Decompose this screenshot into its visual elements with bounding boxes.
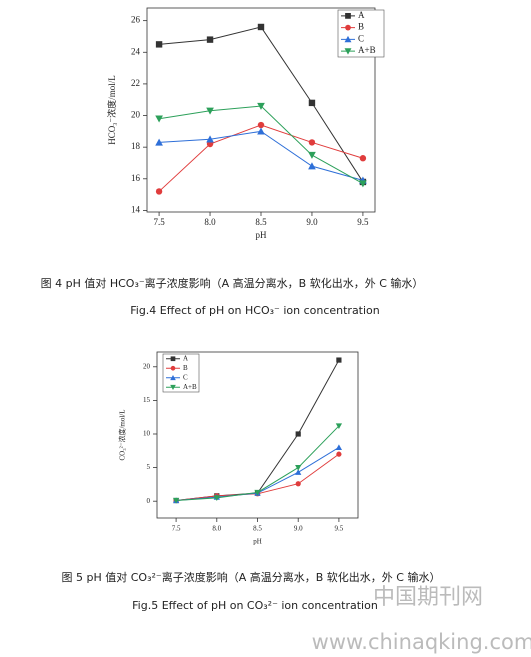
x-tick-label: 8.0 bbox=[212, 525, 221, 533]
x-tick-label: 7.5 bbox=[172, 525, 181, 533]
legend-label: A bbox=[358, 10, 365, 20]
figure-caption-en: Fig.5 Effect of pH on CO₃²⁻ ion concentr… bbox=[132, 599, 378, 612]
legend-marker bbox=[170, 384, 176, 391]
marker bbox=[308, 151, 316, 159]
marker bbox=[206, 36, 214, 43]
legend-label: A+B bbox=[183, 383, 197, 391]
x-tick-label: 9.5 bbox=[357, 217, 369, 227]
x-tick-label: 8.5 bbox=[255, 217, 267, 227]
series-line bbox=[176, 359, 340, 502]
x-tick-label: 8.5 bbox=[253, 525, 262, 533]
watermark-logo: 中国期刊网 bbox=[373, 585, 483, 610]
series-line bbox=[176, 425, 340, 502]
legend-label: C bbox=[358, 33, 364, 43]
y-tick-label: 20 bbox=[131, 110, 141, 120]
legend-marker bbox=[170, 356, 176, 362]
marker bbox=[295, 469, 302, 475]
y-tick-label: 18 bbox=[131, 141, 141, 151]
marker bbox=[206, 107, 214, 115]
legend-marker bbox=[344, 35, 352, 43]
y-tick-label: 10 bbox=[143, 430, 151, 438]
marker bbox=[308, 162, 316, 170]
marker bbox=[335, 423, 343, 430]
marker bbox=[257, 102, 265, 110]
legend-marker bbox=[345, 24, 351, 31]
y-tick-label: 22 bbox=[131, 78, 140, 88]
legend-marker bbox=[170, 365, 176, 371]
marker bbox=[335, 444, 343, 451]
series-line bbox=[159, 130, 364, 181]
x-axis-label: pH bbox=[256, 230, 268, 240]
y-tick-label: 14 bbox=[131, 204, 141, 214]
marker bbox=[336, 357, 342, 363]
marker bbox=[254, 489, 261, 496]
x-tick-label: 8.0 bbox=[204, 217, 216, 227]
marker bbox=[155, 41, 163, 48]
legend-label: A+B bbox=[358, 45, 376, 55]
figure-caption-cn: 图 4 pH 值对 HCO₃⁻离子浓度影响（A 高温分离水，B 软化出水，外 C… bbox=[41, 276, 424, 290]
marker bbox=[257, 121, 265, 129]
x-tick-label: 9.0 bbox=[294, 525, 303, 533]
y-tick-label: 15 bbox=[143, 396, 151, 404]
legend-box bbox=[162, 353, 200, 393]
watermark-url: www.chinaqking.com bbox=[312, 630, 531, 654]
legend-label: B bbox=[358, 22, 364, 32]
legend-marker bbox=[344, 48, 352, 55]
marker bbox=[359, 180, 367, 188]
marker bbox=[206, 135, 214, 143]
figure-caption-cn: 图 5 pH 值对 CO₃²⁻离子浓度影响（A 高温分离水，B 软化出水，外 C… bbox=[62, 570, 441, 584]
y-tick-label: 5 bbox=[147, 463, 151, 471]
marker bbox=[295, 481, 301, 487]
marker bbox=[155, 188, 163, 195]
x-tick-label: 9.5 bbox=[335, 525, 344, 533]
marker bbox=[155, 115, 163, 123]
y-tick-label: 24 bbox=[131, 46, 141, 56]
x-tick-label: 7.5 bbox=[153, 217, 165, 227]
legend-marker bbox=[345, 12, 351, 19]
legend-label: A bbox=[183, 354, 188, 362]
marker bbox=[308, 99, 316, 107]
marker bbox=[257, 127, 265, 135]
y-tick-label: 20 bbox=[143, 362, 151, 370]
legend-marker bbox=[170, 374, 176, 381]
marker bbox=[359, 155, 367, 162]
x-tick-label: 9.0 bbox=[306, 217, 318, 227]
y-axis-label: CO₃²⁻浓度/mol/L bbox=[118, 409, 127, 460]
y-tick-label: 0 bbox=[147, 497, 151, 505]
figure-caption-en: Fig.4 Effect of pH on HCO₃⁻ ion concentr… bbox=[130, 304, 380, 317]
y-tick-label: 26 bbox=[131, 15, 141, 25]
legend-label: C bbox=[183, 373, 188, 381]
marker bbox=[308, 139, 316, 146]
marker bbox=[257, 23, 265, 31]
x-axis-label: pH bbox=[253, 538, 262, 546]
marker bbox=[336, 451, 342, 457]
marker bbox=[295, 464, 302, 471]
marker bbox=[213, 495, 220, 501]
legend-label: B bbox=[183, 364, 188, 372]
marker bbox=[295, 431, 301, 437]
y-tick-label: 16 bbox=[131, 173, 141, 183]
y-axis-label: HCO₃⁻浓度/mol/L bbox=[106, 75, 117, 144]
marker bbox=[172, 497, 180, 504]
marker bbox=[155, 138, 163, 146]
